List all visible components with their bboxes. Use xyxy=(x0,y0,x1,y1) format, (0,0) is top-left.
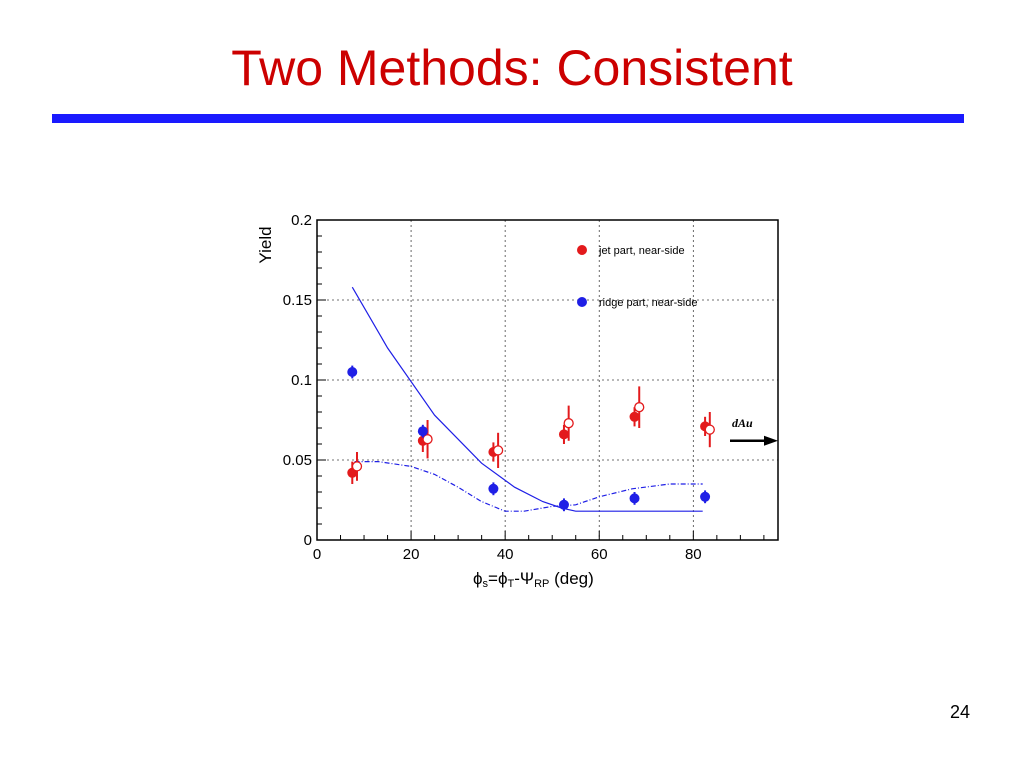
data-point-open xyxy=(422,434,433,445)
chart-canvas xyxy=(240,205,782,600)
y-tick-label: 0.2 xyxy=(291,212,312,229)
annotation-arrow-head xyxy=(764,435,778,446)
y-tick-label: 0.15 xyxy=(283,292,312,309)
data-point-open xyxy=(351,461,363,472)
model-curve-dashdot xyxy=(354,461,703,512)
y-axis-label: Yield xyxy=(256,226,275,263)
legend-label: jet part, near-side xyxy=(598,245,685,257)
y-tick-label: 0.1 xyxy=(291,372,312,389)
legend-marker xyxy=(577,297,587,307)
x-tick-label: 40 xyxy=(497,546,514,563)
data-point xyxy=(629,493,640,504)
x-axis-label: ϕs=ϕT-ΨRP (deg) xyxy=(473,569,594,590)
x-tick-label: 0 xyxy=(313,546,321,563)
data-point xyxy=(558,429,569,440)
data-point xyxy=(417,426,428,437)
data-point xyxy=(488,483,499,494)
legend-label: ridge part, near-side xyxy=(599,297,697,309)
data-point xyxy=(629,411,640,422)
data-point xyxy=(700,491,711,502)
page-number: 24 xyxy=(949,702,970,722)
y-tick-label: 0.05 xyxy=(283,452,312,469)
data-point-open xyxy=(704,424,715,435)
y-tick-label: 0 xyxy=(304,532,312,549)
data-point xyxy=(347,367,358,377)
x-tick-label: 60 xyxy=(591,546,608,563)
x-tick-label: 20 xyxy=(403,546,420,563)
data-point-open xyxy=(563,418,574,429)
title-rule xyxy=(52,114,964,123)
x-tick-label: 80 xyxy=(685,546,702,563)
data-point-open xyxy=(634,402,645,413)
legend-marker xyxy=(577,245,587,255)
model-curve-solid xyxy=(351,286,703,512)
slide-title: Two Methods: Consistent xyxy=(231,40,793,96)
data-point-open xyxy=(492,445,504,456)
annotation-label: dAu xyxy=(732,416,753,430)
data-point xyxy=(558,499,569,510)
